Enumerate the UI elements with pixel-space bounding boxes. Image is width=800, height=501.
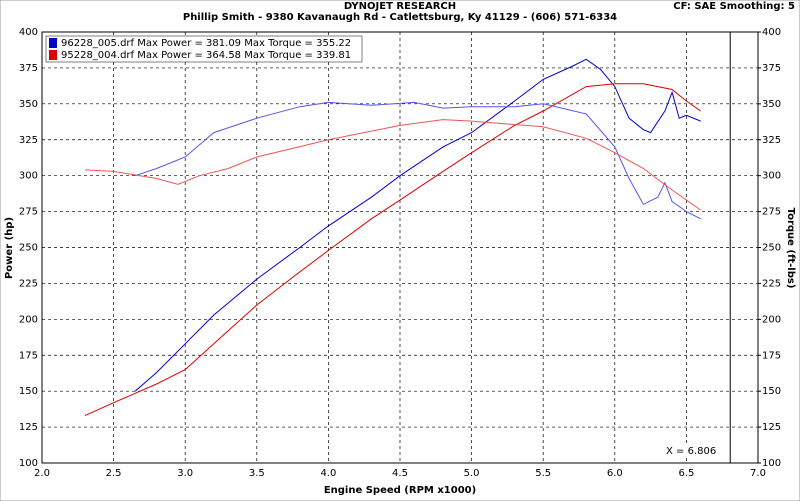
y2-tick-label: 350 <box>762 99 781 110</box>
legend-entry: 95228_004.drf Max Power = 364.58 Max Tor… <box>61 50 351 61</box>
y2-tick-label: 300 <box>762 171 781 182</box>
x-tick-label: 2.0 <box>34 468 50 479</box>
y-axis-label: Power (hp) <box>4 217 15 279</box>
y2-tick-label: 250 <box>762 243 781 254</box>
y2-tick-label: 125 <box>762 422 781 433</box>
y2-tick-label: 275 <box>762 207 781 218</box>
chart-title: DYNOJET RESEARCH <box>344 1 456 12</box>
legend-box <box>45 35 363 63</box>
chart-subtitle: Phillip Smith - 9380 Kavanaugh Rd - Catl… <box>183 12 617 23</box>
y2-tick-label: 325 <box>762 135 781 146</box>
x-tick-label: 2.5 <box>106 468 122 479</box>
y-tick-label: 275 <box>19 207 38 218</box>
x-tick-label: 6.0 <box>607 468 623 479</box>
y2-tick-label: 400 <box>762 27 781 38</box>
y-tick-label: 125 <box>19 422 38 433</box>
x-tick-label: 5.5 <box>535 468 551 479</box>
x-tick-label: 4.5 <box>392 468 408 479</box>
x-tick-label: 4.0 <box>320 468 336 479</box>
data-line <box>134 58 701 392</box>
x-tick-label: 3.0 <box>177 468 193 479</box>
x-tick-label: 5.0 <box>464 468 480 479</box>
legend-swatch <box>49 38 57 48</box>
cursor-label-bg <box>652 444 717 458</box>
y2-tick-label: 150 <box>762 386 781 397</box>
y-tick-label: 250 <box>19 243 38 254</box>
x-tick-label: 7.0 <box>750 468 766 479</box>
y-tick-label: 300 <box>19 171 38 182</box>
x-tick-label: 6.5 <box>678 468 694 479</box>
data-line <box>84 83 701 417</box>
y2-tick-label: 200 <box>762 314 781 325</box>
y2-axis-label: Torque (ft-lbs) <box>785 208 796 289</box>
legend-entry: 96228_005.drf Max Power = 381.09 Max Tor… <box>61 38 351 49</box>
y2-tick-label: 100 <box>762 458 781 469</box>
y2-tick-label: 375 <box>762 63 781 74</box>
y-tick-label: 175 <box>19 350 38 361</box>
y-tick-label: 225 <box>19 278 38 289</box>
y2-tick-label: 225 <box>762 278 781 289</box>
y2-tick-label: 175 <box>762 350 781 361</box>
y-tick-label: 350 <box>19 99 38 110</box>
y-tick-label: 375 <box>19 63 38 74</box>
y-tick-label: 325 <box>19 135 38 146</box>
y-tick-label: 200 <box>19 314 38 325</box>
x-tick-label: 3.5 <box>249 468 265 479</box>
settings-label: CF: SAE Smoothing: 5 <box>673 1 795 12</box>
data-line <box>84 119 701 211</box>
cursor-label: X = 6.806 <box>666 446 716 457</box>
y-tick-label: 400 <box>19 27 38 38</box>
data-line <box>134 101 701 220</box>
y-tick-label: 100 <box>19 458 38 469</box>
legend-swatch <box>49 50 57 60</box>
y-tick-label: 150 <box>19 386 38 397</box>
x-axis-label: Engine Speed (RPM x1000) <box>324 485 476 496</box>
